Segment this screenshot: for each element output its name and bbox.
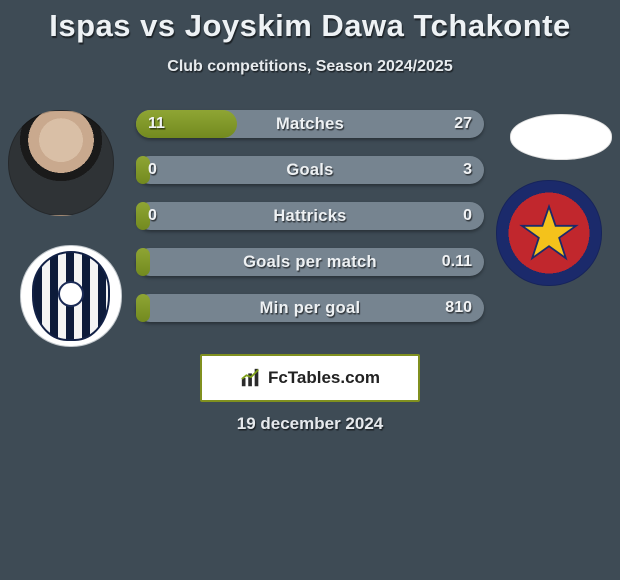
stat-label: Hattricks (136, 202, 484, 230)
stat-bars: 1127Matches 03Goals 00Hattricks 0.11Goals p… (136, 110, 484, 340)
stat-label: Goals per match (136, 248, 484, 276)
stat-label: Goals (136, 156, 484, 184)
stat-bar: 03Goals (136, 156, 484, 184)
page-title: Ispas vs Joyskim Dawa Tchakonte (0, 0, 620, 44)
player-photo-left (8, 110, 114, 216)
flag-right (510, 114, 612, 160)
club-badge-left (20, 245, 122, 347)
star-icon (519, 203, 579, 263)
stat-label: Matches (136, 110, 484, 138)
stat-label: Min per goal (136, 294, 484, 322)
date-text: 19 december 2024 (0, 414, 620, 434)
stat-bar: 1127Matches (136, 110, 484, 138)
stat-bar: 810Min per goal (136, 294, 484, 322)
club-badge-right (496, 180, 602, 286)
comparison-card: Ispas vs Joyskim Dawa Tchakonte Club com… (0, 0, 620, 580)
brand-text: FcTables.com (268, 368, 380, 388)
club-badge-left-shield (32, 251, 110, 341)
brand-box: FcTables.com (200, 354, 420, 402)
page-subtitle: Club competitions, Season 2024/2025 (0, 58, 620, 76)
stat-bar: 0.11Goals per match (136, 248, 484, 276)
stat-bar: 00Hattricks (136, 202, 484, 230)
bar-chart-icon (240, 367, 262, 389)
